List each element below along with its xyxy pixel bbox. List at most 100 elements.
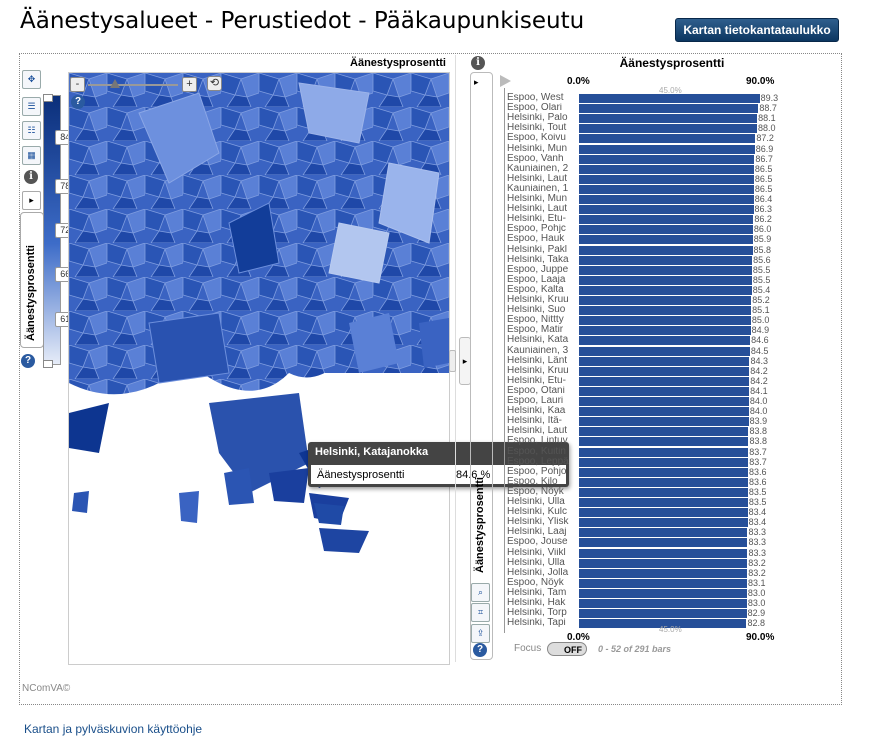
bar-row[interactable]: Espoo, Lauri 84.0 xyxy=(507,396,797,407)
legend-list-icon[interactable]: ☰ xyxy=(22,97,41,116)
bar-row[interactable]: Helsinki, Viikl 83.3 xyxy=(507,548,797,559)
bar-row[interactable]: Espoo, Koivu 87.2 xyxy=(507,133,797,144)
bar-row[interactable]: Kauniainen, 3 84.5 xyxy=(507,346,797,357)
bar[interactable] xyxy=(579,336,751,346)
bar-row[interactable]: Espoo, Juppe 85.5 xyxy=(507,265,797,276)
bar-row[interactable]: Helsinki, Itä- 83.9 xyxy=(507,416,797,427)
bar[interactable] xyxy=(579,235,753,245)
bar[interactable] xyxy=(579,174,754,184)
bar-row[interactable]: Espoo, Pohjo 83.6 xyxy=(507,467,797,478)
bar[interactable] xyxy=(579,407,749,417)
bar[interactable] xyxy=(579,195,754,204)
class-list-icon[interactable]: ☷ xyxy=(22,121,41,140)
bar[interactable] xyxy=(579,356,750,366)
bar-row[interactable]: Espoo, Matir 84.9 xyxy=(507,325,797,336)
bar[interactable] xyxy=(579,326,751,336)
bar[interactable] xyxy=(579,296,752,305)
bar[interactable] xyxy=(579,306,752,316)
bar[interactable] xyxy=(579,265,752,275)
zoom-slider-track[interactable] xyxy=(88,84,178,86)
bar-row[interactable]: Helsinki, Pakl 85.8 xyxy=(507,245,797,256)
splitter-grip-left[interactable] xyxy=(449,350,456,372)
bar-row[interactable]: Helsinki, Etu- 86.2 xyxy=(507,214,797,225)
bar[interactable] xyxy=(579,225,753,235)
bar[interactable] xyxy=(579,104,759,114)
bar-row[interactable]: Helsinki, Ulla 83.2 xyxy=(507,558,797,569)
crop-icon[interactable]: ⌗ xyxy=(471,603,490,622)
bar[interactable] xyxy=(579,538,748,548)
bar[interactable] xyxy=(579,164,754,174)
bar-row[interactable]: Espoo, Nöyk 83.1 xyxy=(507,578,797,589)
bar[interactable] xyxy=(579,498,748,507)
scroll-top-handle[interactable] xyxy=(500,75,511,87)
bar[interactable] xyxy=(579,205,754,215)
bar[interactable] xyxy=(579,285,752,295)
bar[interactable] xyxy=(579,447,749,457)
chart-side-tab[interactable]: ▸ Äänestysprosentti xyxy=(470,72,493,660)
bar[interactable] xyxy=(579,487,748,497)
bar-row[interactable]: Espoo, Kalta 85.4 xyxy=(507,285,797,296)
bar-row[interactable]: Helsinki, Laut 86.5 xyxy=(507,174,797,185)
zoom-chart-icon[interactable]: ⌕ xyxy=(471,583,490,602)
bar-row[interactable]: Helsinki, Mun 86.4 xyxy=(507,194,797,205)
bar[interactable] xyxy=(579,609,747,619)
info-icon[interactable]: i xyxy=(24,170,38,184)
bar-row[interactable]: Helsinki, Ylisk 83.4 xyxy=(507,517,797,528)
bar-row[interactable]: Helsinki, Tout 88.0 xyxy=(507,123,797,134)
bar[interactable] xyxy=(579,255,753,265)
bar[interactable] xyxy=(579,548,748,558)
map-help-icon[interactable]: ? xyxy=(71,95,85,109)
scroll-track[interactable] xyxy=(504,88,505,633)
bar-row[interactable]: Espoo, Olari 88.7 xyxy=(507,103,797,114)
slider-bottom-handle[interactable] xyxy=(43,360,53,368)
bar-row[interactable]: Espoo, West 89.3 xyxy=(507,93,797,104)
bar-row[interactable]: Helsinki, Tapi 82.8 xyxy=(507,618,797,629)
bar-row[interactable]: Helsinki, Hak 83.0 xyxy=(507,598,797,609)
database-table-button[interactable]: Kartan tietokantataulukko xyxy=(675,18,839,42)
bar-row[interactable]: Helsinki, Taka 85.6 xyxy=(507,255,797,266)
bar[interactable] xyxy=(579,417,749,427)
bar[interactable] xyxy=(579,366,750,376)
bar[interactable] xyxy=(579,215,754,225)
bar[interactable] xyxy=(579,588,747,598)
bar[interactable] xyxy=(579,94,760,103)
bar[interactable] xyxy=(579,386,750,396)
chart-help-icon[interactable]: ? xyxy=(473,643,487,657)
bar[interactable] xyxy=(579,316,751,326)
chart-expand-arrow-icon[interactable]: ▸ xyxy=(474,77,479,87)
bar[interactable] xyxy=(579,518,748,528)
slider-top-handle[interactable] xyxy=(43,94,53,102)
usage-help-link[interactable]: Kartan ja pylväskuvion käyttöohje xyxy=(24,722,203,736)
expand-arrow-icon[interactable]: ▸ xyxy=(22,191,41,210)
bar-row[interactable]: Espoo, Otani 84.1 xyxy=(507,386,797,397)
bar-row[interactable]: Espoo, Nittty 85.0 xyxy=(507,315,797,326)
bar-row[interactable]: Helsinki, Länt 84.3 xyxy=(507,356,797,367)
bar-row[interactable]: Espoo, Kuitin 83.7 xyxy=(507,447,797,458)
bar[interactable] xyxy=(579,114,758,124)
bar[interactable] xyxy=(579,437,749,447)
bar-row[interactable]: Helsinki, Suo 85.1 xyxy=(507,305,797,316)
bar-row[interactable]: Kauniainen, 2 86.5 xyxy=(507,164,797,175)
bar-row[interactable]: Espoo, Lintuv 83.8 xyxy=(507,436,797,447)
bar-row[interactable]: Helsinki, Kruu 84.2 xyxy=(507,366,797,377)
bar[interactable] xyxy=(579,508,748,518)
bar[interactable] xyxy=(579,528,748,538)
bar[interactable] xyxy=(579,427,749,437)
reset-view-icon[interactable]: ⟲ xyxy=(207,76,222,91)
bar-row[interactable]: Helsinki, Ulla 83.5 xyxy=(507,497,797,508)
bar-row[interactable]: Espoo, Leppä 83.7 xyxy=(507,457,797,468)
bar-row[interactable]: Helsinki, Kruu 85.2 xyxy=(507,295,797,306)
bar[interactable] xyxy=(579,346,750,356)
bar[interactable] xyxy=(579,457,749,467)
bar[interactable] xyxy=(579,154,755,164)
bar-row[interactable]: Espoo, Pohjc 86.0 xyxy=(507,224,797,235)
legend-tab[interactable]: Äänestysprosentti xyxy=(20,212,44,348)
bar[interactable] xyxy=(579,619,747,629)
bar-row[interactable]: Espoo, Vanh 86.7 xyxy=(507,154,797,165)
export-icon[interactable]: ⇪ xyxy=(471,624,490,643)
bar-row[interactable]: Helsinki, Laaj 83.3 xyxy=(507,527,797,538)
bar[interactable] xyxy=(579,245,753,255)
bar[interactable] xyxy=(579,397,749,406)
zoom-slider-thumb[interactable] xyxy=(110,79,120,88)
chart-info-icon[interactable]: i xyxy=(471,56,485,70)
